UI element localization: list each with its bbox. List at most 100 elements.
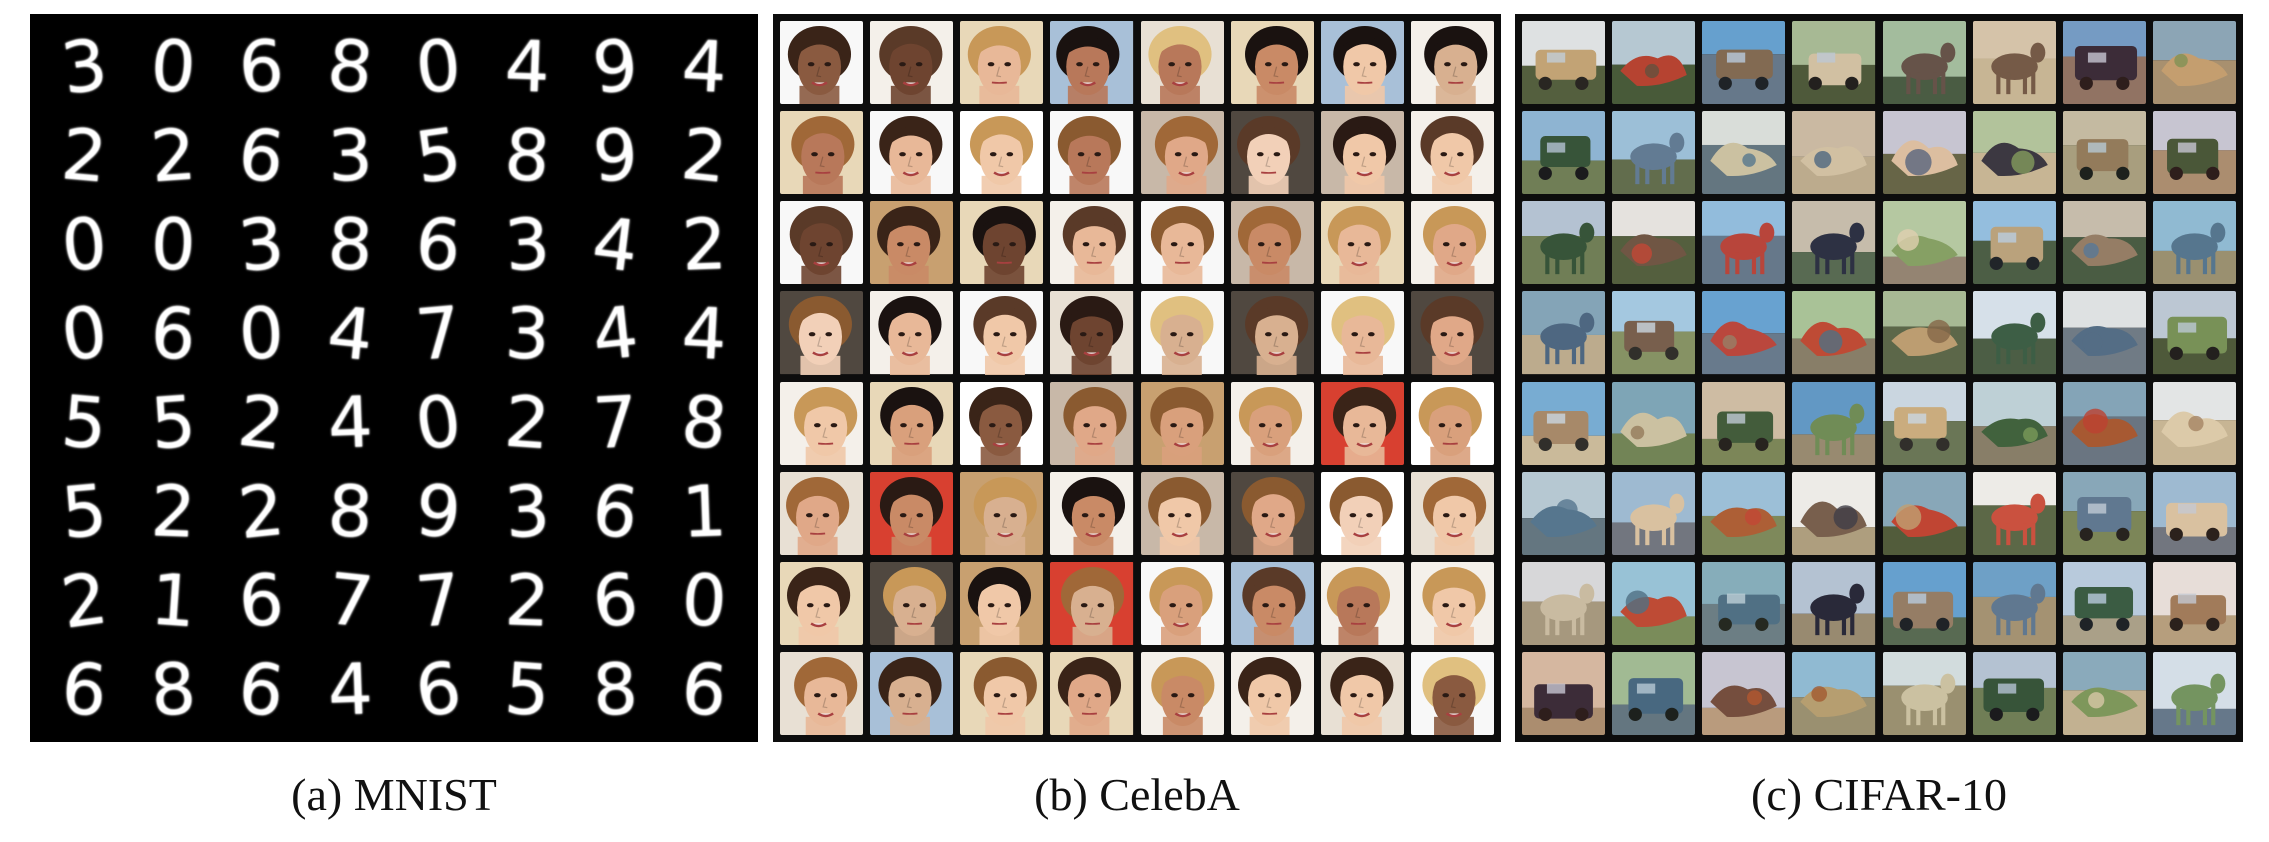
mnist-digit: 6	[588, 557, 642, 644]
mnist-digit: 6	[677, 646, 731, 733]
cifar-sample-image	[2152, 561, 2236, 645]
cifar-sample-image	[2062, 561, 2146, 645]
celeba-face-image	[1410, 291, 1494, 375]
cifar-sample-image	[2062, 651, 2146, 735]
celeba-face-image	[1320, 21, 1404, 105]
celeba-face-image	[1140, 381, 1224, 465]
cifar-sample-image	[1522, 651, 1606, 735]
mnist-digit: 4	[326, 380, 374, 465]
celeba-face-image	[1140, 561, 1224, 645]
celeba-face-image	[960, 651, 1044, 735]
celeba-face-image	[780, 471, 864, 555]
celeba-face-image	[1320, 201, 1404, 285]
celeba-face-image	[1230, 111, 1314, 195]
celeba-face-image	[1050, 201, 1134, 285]
cifar-sample-image	[2152, 651, 2236, 735]
celeba-face-image	[780, 291, 864, 375]
celeba-face-image	[1230, 471, 1314, 555]
celeba-face-image	[960, 201, 1044, 285]
cifar-sample-image	[1612, 111, 1696, 195]
caption-cifar: (c) CIFAR-10	[1751, 769, 2007, 820]
cifar-sample-image	[1612, 201, 1696, 285]
cifar-sample-image	[1702, 21, 1786, 105]
cifar-sample-image	[1792, 291, 1876, 375]
celeba-face-image	[1230, 291, 1314, 375]
celeba-face-image	[1140, 21, 1224, 105]
mnist-digit: 4	[323, 290, 377, 377]
celeba-face-image	[1410, 651, 1494, 735]
mnist-digit: 1	[147, 558, 198, 643]
celeba-face-image	[1140, 291, 1224, 375]
cifar-sample-image	[2152, 291, 2236, 375]
cifar-sample-image	[1522, 291, 1606, 375]
celeba-face-image	[960, 111, 1044, 195]
cifar-sample-image	[1882, 21, 1966, 105]
mnist-digit: 0	[410, 378, 467, 467]
celeba-face-image	[1320, 471, 1404, 555]
mnist-digit: 8	[325, 202, 375, 287]
cifar-sample-image	[2062, 471, 2146, 555]
cifar-sample-image	[2152, 381, 2236, 465]
celeba-face-image	[1140, 471, 1224, 555]
mnist-digit: 5	[147, 380, 198, 465]
cifar-sample-image	[1972, 291, 2056, 375]
celeba-face-image	[1050, 381, 1134, 465]
mnist-digit: 6	[236, 558, 286, 643]
mnist-digit: 0	[147, 24, 198, 109]
cifar-sample-image	[1522, 561, 1606, 645]
cifar-sample-image	[1882, 561, 1966, 645]
mnist-digit: 2	[56, 556, 113, 645]
cifar-sample-image	[1882, 471, 1966, 555]
mnist-digit: 1	[680, 469, 728, 554]
celeba-face-image	[1410, 111, 1494, 195]
mnist-digit: 6	[147, 291, 198, 376]
mnist-digit: 3	[503, 291, 551, 376]
mnist-digit: 4	[679, 24, 729, 109]
cifar-image-grid	[1515, 14, 2243, 742]
celeba-face-image	[870, 201, 954, 285]
mnist-digit: 2	[234, 468, 288, 555]
mnist-digit: 4	[588, 201, 643, 288]
mnist-digit: 9	[590, 113, 640, 198]
celeba-face-image	[870, 111, 954, 195]
mnist-digit: 0	[236, 291, 286, 376]
cifar-sample-grid	[1515, 14, 2243, 742]
celeba-face-image	[780, 381, 864, 465]
mnist-digit: 4	[326, 647, 374, 732]
mnist-digit: 3	[326, 113, 374, 198]
mnist-digit: 3	[56, 22, 113, 111]
mnist-digit: 6	[412, 201, 465, 288]
cifar-sample-image	[1702, 561, 1786, 645]
cifar-sample-image	[1972, 561, 2056, 645]
celeba-face-image	[1410, 381, 1494, 465]
mnist-digit: 2	[149, 469, 197, 554]
cifar-sample-image	[2062, 111, 2146, 195]
celeba-face-image	[1050, 21, 1134, 105]
celeba-face-image	[1050, 561, 1134, 645]
mnist-digit: 2	[677, 112, 731, 199]
mnist-digit: 2	[234, 379, 289, 466]
mnist-digit: 6	[58, 646, 111, 733]
celeba-face-image	[1050, 291, 1134, 375]
celeba-face-image	[870, 561, 954, 645]
mnist-digit: 7	[412, 557, 465, 644]
mnist-digit: 0	[58, 201, 111, 288]
celeba-face-image	[780, 21, 864, 105]
celeba-face-image	[1230, 21, 1314, 105]
cifar-sample-image	[2062, 291, 2146, 375]
celeba-face-image	[1230, 381, 1314, 465]
cifar-sample-image	[1702, 111, 1786, 195]
celeba-face-image	[1230, 561, 1314, 645]
mnist-digit: 8	[501, 113, 552, 198]
celeba-face-image	[780, 201, 864, 285]
cifar-sample-image	[1612, 651, 1696, 735]
mnist-digit: 2	[147, 113, 198, 198]
celeba-face-image	[1410, 471, 1494, 555]
mnist-digit: 5	[501, 647, 552, 732]
cifar-sample-image	[2152, 21, 2236, 105]
cifar-sample-image	[1792, 21, 1876, 105]
mnist-digit: 9	[412, 468, 465, 555]
cifar-sample-image	[1612, 21, 1696, 105]
mnist-digit: 8	[677, 379, 731, 466]
